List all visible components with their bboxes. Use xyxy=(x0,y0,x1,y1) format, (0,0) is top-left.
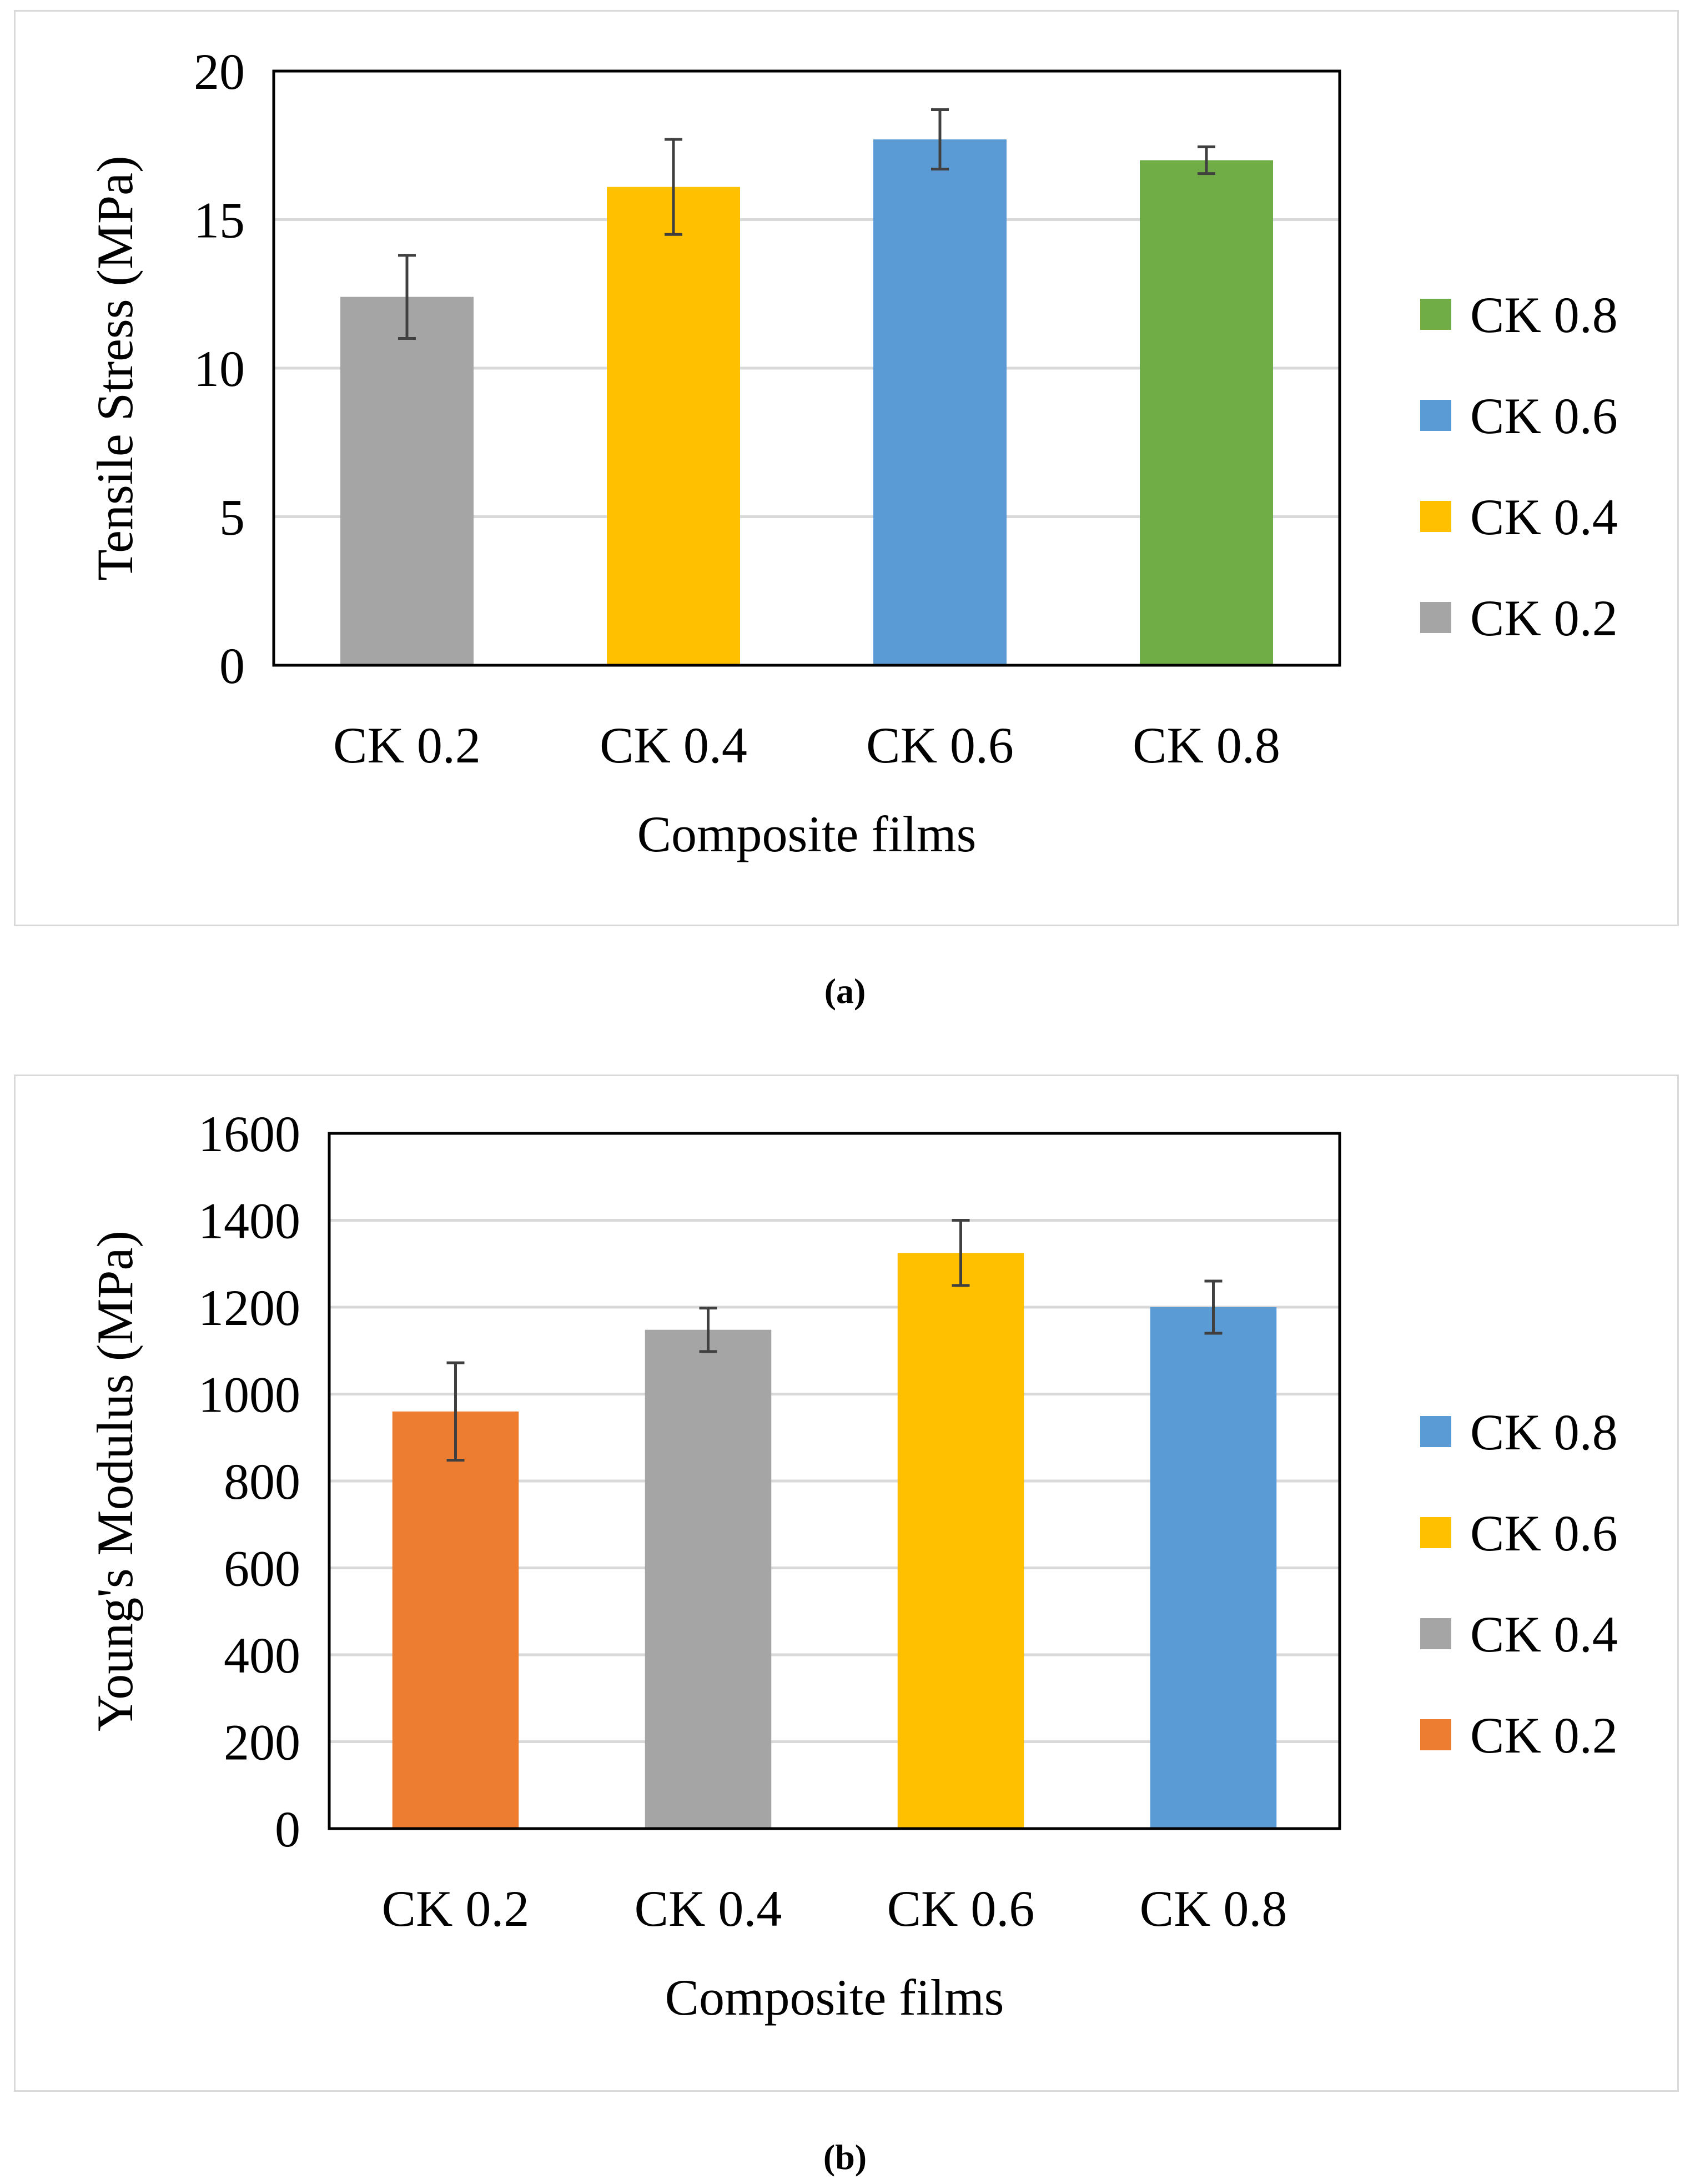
chart-b-x-tick-label: CK 0.8 xyxy=(1140,1880,1287,1937)
chart-b-legend-label: CK 0.2 xyxy=(1470,1707,1618,1764)
chart-b-plot-frame xyxy=(328,1132,1341,1830)
chart-b-bar-4 xyxy=(1150,1307,1277,1829)
chart-a-x-tick-label: CK 0.6 xyxy=(866,717,1014,774)
chart-b-legend-swatch xyxy=(1420,1618,1451,1649)
chart-b-legend-swatch xyxy=(1420,1517,1451,1548)
chart-b-y-tick-label: 1000 xyxy=(198,1367,300,1423)
chart-a-y-axis-title: Tensile Stress (MPa) xyxy=(87,155,143,580)
chart-a-legend-label: CK 0.6 xyxy=(1470,388,1618,444)
chart-b-legend-swatch xyxy=(1420,1416,1451,1447)
chart-b-x-tick-label: CK 0.2 xyxy=(382,1880,530,1937)
chart-panel-b: CK 0.2 CK 0.4 CK 0.6 CK 0.8 0 200 400 600 800 100… xyxy=(14,1075,1679,2092)
chart-a-bar-1 xyxy=(340,297,474,665)
chart-a-plot-frame xyxy=(272,69,1341,667)
chart-b-bar-2 xyxy=(645,1329,772,1829)
chart-a-y-tick-label: 0 xyxy=(219,637,245,694)
chart-b-legend-label: CK 0.8 xyxy=(1470,1404,1618,1460)
chart-b-x-tick-label: CK 0.4 xyxy=(635,1880,782,1937)
chart-b-y-tick-label: 1200 xyxy=(198,1279,300,1336)
chart-b-y-axis-title: Young's Modulus (MPa) xyxy=(87,1231,143,1731)
chart-b-y-tick-label: 800 xyxy=(224,1453,300,1510)
chart-b-y-tick-label: 1600 xyxy=(198,1106,300,1162)
chart-b-bar-3 xyxy=(897,1253,1024,1829)
caption-a: (a) xyxy=(824,971,866,1011)
chart-b-y-tick-label: 400 xyxy=(224,1627,300,1684)
chart-b-legend-label: CK 0.6 xyxy=(1470,1505,1618,1562)
chart-b-y-tick-label: 0 xyxy=(275,1801,300,1857)
chart-b-legend-swatch xyxy=(1420,1719,1451,1750)
chart-a-x-tick-label: CK 0.4 xyxy=(600,717,747,774)
chart-b-legend-label: CK 0.4 xyxy=(1470,1606,1618,1663)
chart-b-y-tick-label: 600 xyxy=(224,1540,300,1597)
chart-a-legend-label: CK 0.8 xyxy=(1470,287,1618,343)
chart-a-y-tick-label: 15 xyxy=(194,192,245,249)
chart-a-legend-swatch xyxy=(1420,501,1451,532)
chart-b-x-axis-title: Composite films xyxy=(665,1969,1004,2026)
chart-a-x-tick-label: CK 0.8 xyxy=(1133,717,1280,774)
chart-a-y-tick-label: 5 xyxy=(219,489,245,546)
chart-a-x-tick-label: CK 0.2 xyxy=(333,717,481,774)
chart-a-x-axis-title: Composite films xyxy=(637,806,977,862)
chart-b-y-tick-label: 200 xyxy=(224,1714,300,1771)
chart-b-x-tick-label: CK 0.6 xyxy=(887,1880,1035,1937)
chart-a-legend-swatch xyxy=(1420,299,1451,330)
chart-a-svg: CK 0.2 CK 0.4 CK 0.6 CK 0.8 0 5 10 15 20 Composit… xyxy=(87,43,1618,862)
chart-a-legend-swatch xyxy=(1420,400,1451,431)
chart-a-bar-4 xyxy=(1140,160,1273,665)
chart-a-y-tick-label: 10 xyxy=(194,340,245,397)
chart-b-bar-1 xyxy=(392,1411,519,1829)
chart-a-legend-swatch xyxy=(1420,602,1451,633)
chart-b-svg: CK 0.2 CK 0.4 CK 0.6 CK 0.8 0 200 400 600 800 100… xyxy=(87,1106,1618,2026)
chart-b-y-tick-label: 1400 xyxy=(198,1193,300,1249)
chart-a-bar-2 xyxy=(607,187,740,665)
chart-a-legend-label: CK 0.2 xyxy=(1470,590,1618,646)
caption-b: (b) xyxy=(823,2137,867,2177)
chart-a-legend-label: CK 0.4 xyxy=(1470,489,1618,545)
chart-a-y-tick-label: 20 xyxy=(194,43,245,100)
chart-a-bar-3 xyxy=(873,139,1007,666)
chart-panel-a: CK 0.2 CK 0.4 CK 0.6 CK 0.8 0 5 10 15 20 Composit… xyxy=(14,10,1679,926)
